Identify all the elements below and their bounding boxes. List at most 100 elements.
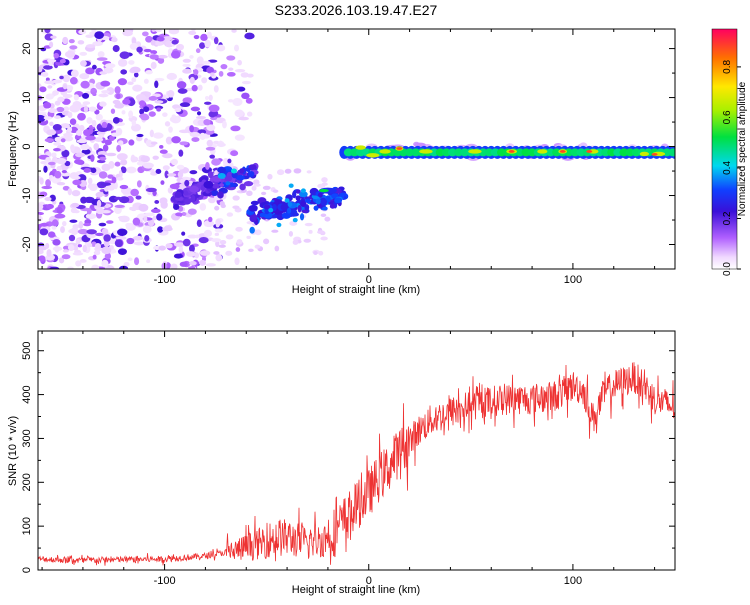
- noise-speckle: [162, 226, 173, 232]
- snr-ylabel: SNR (10 * v/v): [7, 416, 19, 486]
- noise-speckle: [228, 67, 234, 71]
- noise-speckle: [135, 94, 146, 102]
- noise-speckle: [101, 246, 112, 255]
- tone-peak: [639, 151, 650, 157]
- noise-speckle: [155, 29, 162, 33]
- noise-speckle: [54, 100, 61, 106]
- noise-speckle: [182, 238, 191, 247]
- noise-speckle: [191, 29, 196, 32]
- dispersive-cluster: [281, 212, 291, 219]
- noise-speckle: [222, 120, 227, 129]
- noise-speckle: [206, 139, 213, 147]
- noise-speckle: [189, 76, 195, 84]
- noise-speckle: [131, 77, 137, 83]
- noise-speckle: [218, 70, 224, 77]
- noise-speckle: [61, 254, 71, 260]
- dispersive-cluster: [295, 195, 301, 201]
- noise-speckle: [39, 228, 49, 236]
- noise-speckle: [165, 243, 173, 249]
- noise-speckle: [54, 136, 63, 143]
- noise-speckle: [157, 57, 165, 64]
- noise-speckle: [111, 37, 118, 43]
- noise-speckle: [94, 137, 104, 142]
- noise-speckle: [94, 243, 101, 250]
- noise-speckle: [189, 125, 194, 133]
- noise-speckle: [267, 173, 273, 180]
- dispersive-core: [334, 197, 343, 204]
- noise-speckle: [104, 204, 110, 209]
- noise-speckle: [62, 74, 71, 83]
- noise-speckle: [74, 152, 86, 158]
- noise-speckle: [86, 117, 93, 125]
- dispersive-cluster: [286, 207, 292, 214]
- arrival-cluster: [189, 185, 199, 193]
- noise-speckle: [40, 160, 47, 165]
- noise-speckle: [62, 84, 68, 90]
- noise-speckle: [43, 101, 52, 109]
- noise-speckle: [136, 161, 146, 166]
- colorbar-tick-label: 0.2: [722, 211, 733, 225]
- noise-speckle: [80, 80, 90, 89]
- noise-speckle: [173, 253, 183, 259]
- noise-speckle: [117, 78, 128, 86]
- noise-speckle: [60, 123, 70, 129]
- dispersive-core: [300, 188, 306, 193]
- noise-speckle: [76, 139, 88, 144]
- noise-speckle: [144, 212, 155, 217]
- noise-speckle: [63, 106, 70, 112]
- noise-speckle: [59, 58, 66, 64]
- arrival-cluster: [203, 180, 214, 189]
- noise-speckle: [122, 30, 133, 37]
- noise-speckle: [52, 168, 57, 173]
- noise-speckle: [145, 139, 153, 147]
- noise-speckle: [80, 60, 87, 67]
- noise-speckle: [214, 228, 223, 233]
- tone-peak: [419, 149, 433, 154]
- noise-speckle: [62, 36, 69, 45]
- noise-speckle: [150, 171, 158, 176]
- noise-speckle: [168, 126, 173, 133]
- snr-line: [38, 362, 675, 566]
- dispersive-cluster: [263, 204, 271, 210]
- noise-speckle: [293, 168, 302, 174]
- noise-speckle: [179, 261, 188, 267]
- dispersive-cluster: [259, 212, 266, 218]
- noise-speckle: [313, 250, 318, 255]
- noise-speckle: [100, 182, 112, 186]
- noise-speckle: [70, 207, 78, 214]
- noise-speckle: [187, 234, 198, 239]
- noise-speckle: [56, 157, 67, 165]
- noise-speckle: [49, 266, 60, 269]
- noise-speckle: [318, 250, 324, 256]
- noise-speckle: [321, 182, 328, 186]
- noise-speckle: [101, 163, 111, 172]
- noise-speckle: [38, 114, 46, 123]
- noise-speckle: [121, 166, 127, 174]
- dispersive-cluster: [248, 205, 258, 212]
- noise-speckle: [45, 77, 50, 82]
- noise-speckle: [174, 107, 182, 113]
- noise-speckle: [117, 58, 128, 67]
- noise-speckle: [159, 145, 164, 149]
- snr-ytick-label: 100: [21, 517, 33, 535]
- tone-peak: [537, 149, 548, 154]
- noise-speckle: [127, 257, 133, 262]
- noise-speckle: [96, 57, 108, 61]
- noise-speckle: [136, 46, 143, 53]
- noise-speckle: [148, 95, 158, 101]
- dispersive-cluster: [313, 205, 319, 211]
- noise-speckle: [52, 238, 61, 246]
- noise-speckle: [189, 54, 194, 59]
- noise-speckle: [179, 141, 189, 146]
- noise-speckle: [52, 124, 62, 131]
- noise-speckle: [142, 162, 154, 169]
- tone-band: [668, 148, 675, 157]
- noise-speckle: [69, 76, 78, 85]
- noise-speckle: [317, 230, 325, 235]
- noise-speckle: [85, 213, 97, 220]
- noise-speckle: [189, 260, 197, 266]
- noise-speckle: [145, 35, 153, 43]
- noise-speckle: [150, 208, 161, 213]
- noise-speckle: [98, 222, 107, 227]
- noise-speckle: [51, 152, 57, 158]
